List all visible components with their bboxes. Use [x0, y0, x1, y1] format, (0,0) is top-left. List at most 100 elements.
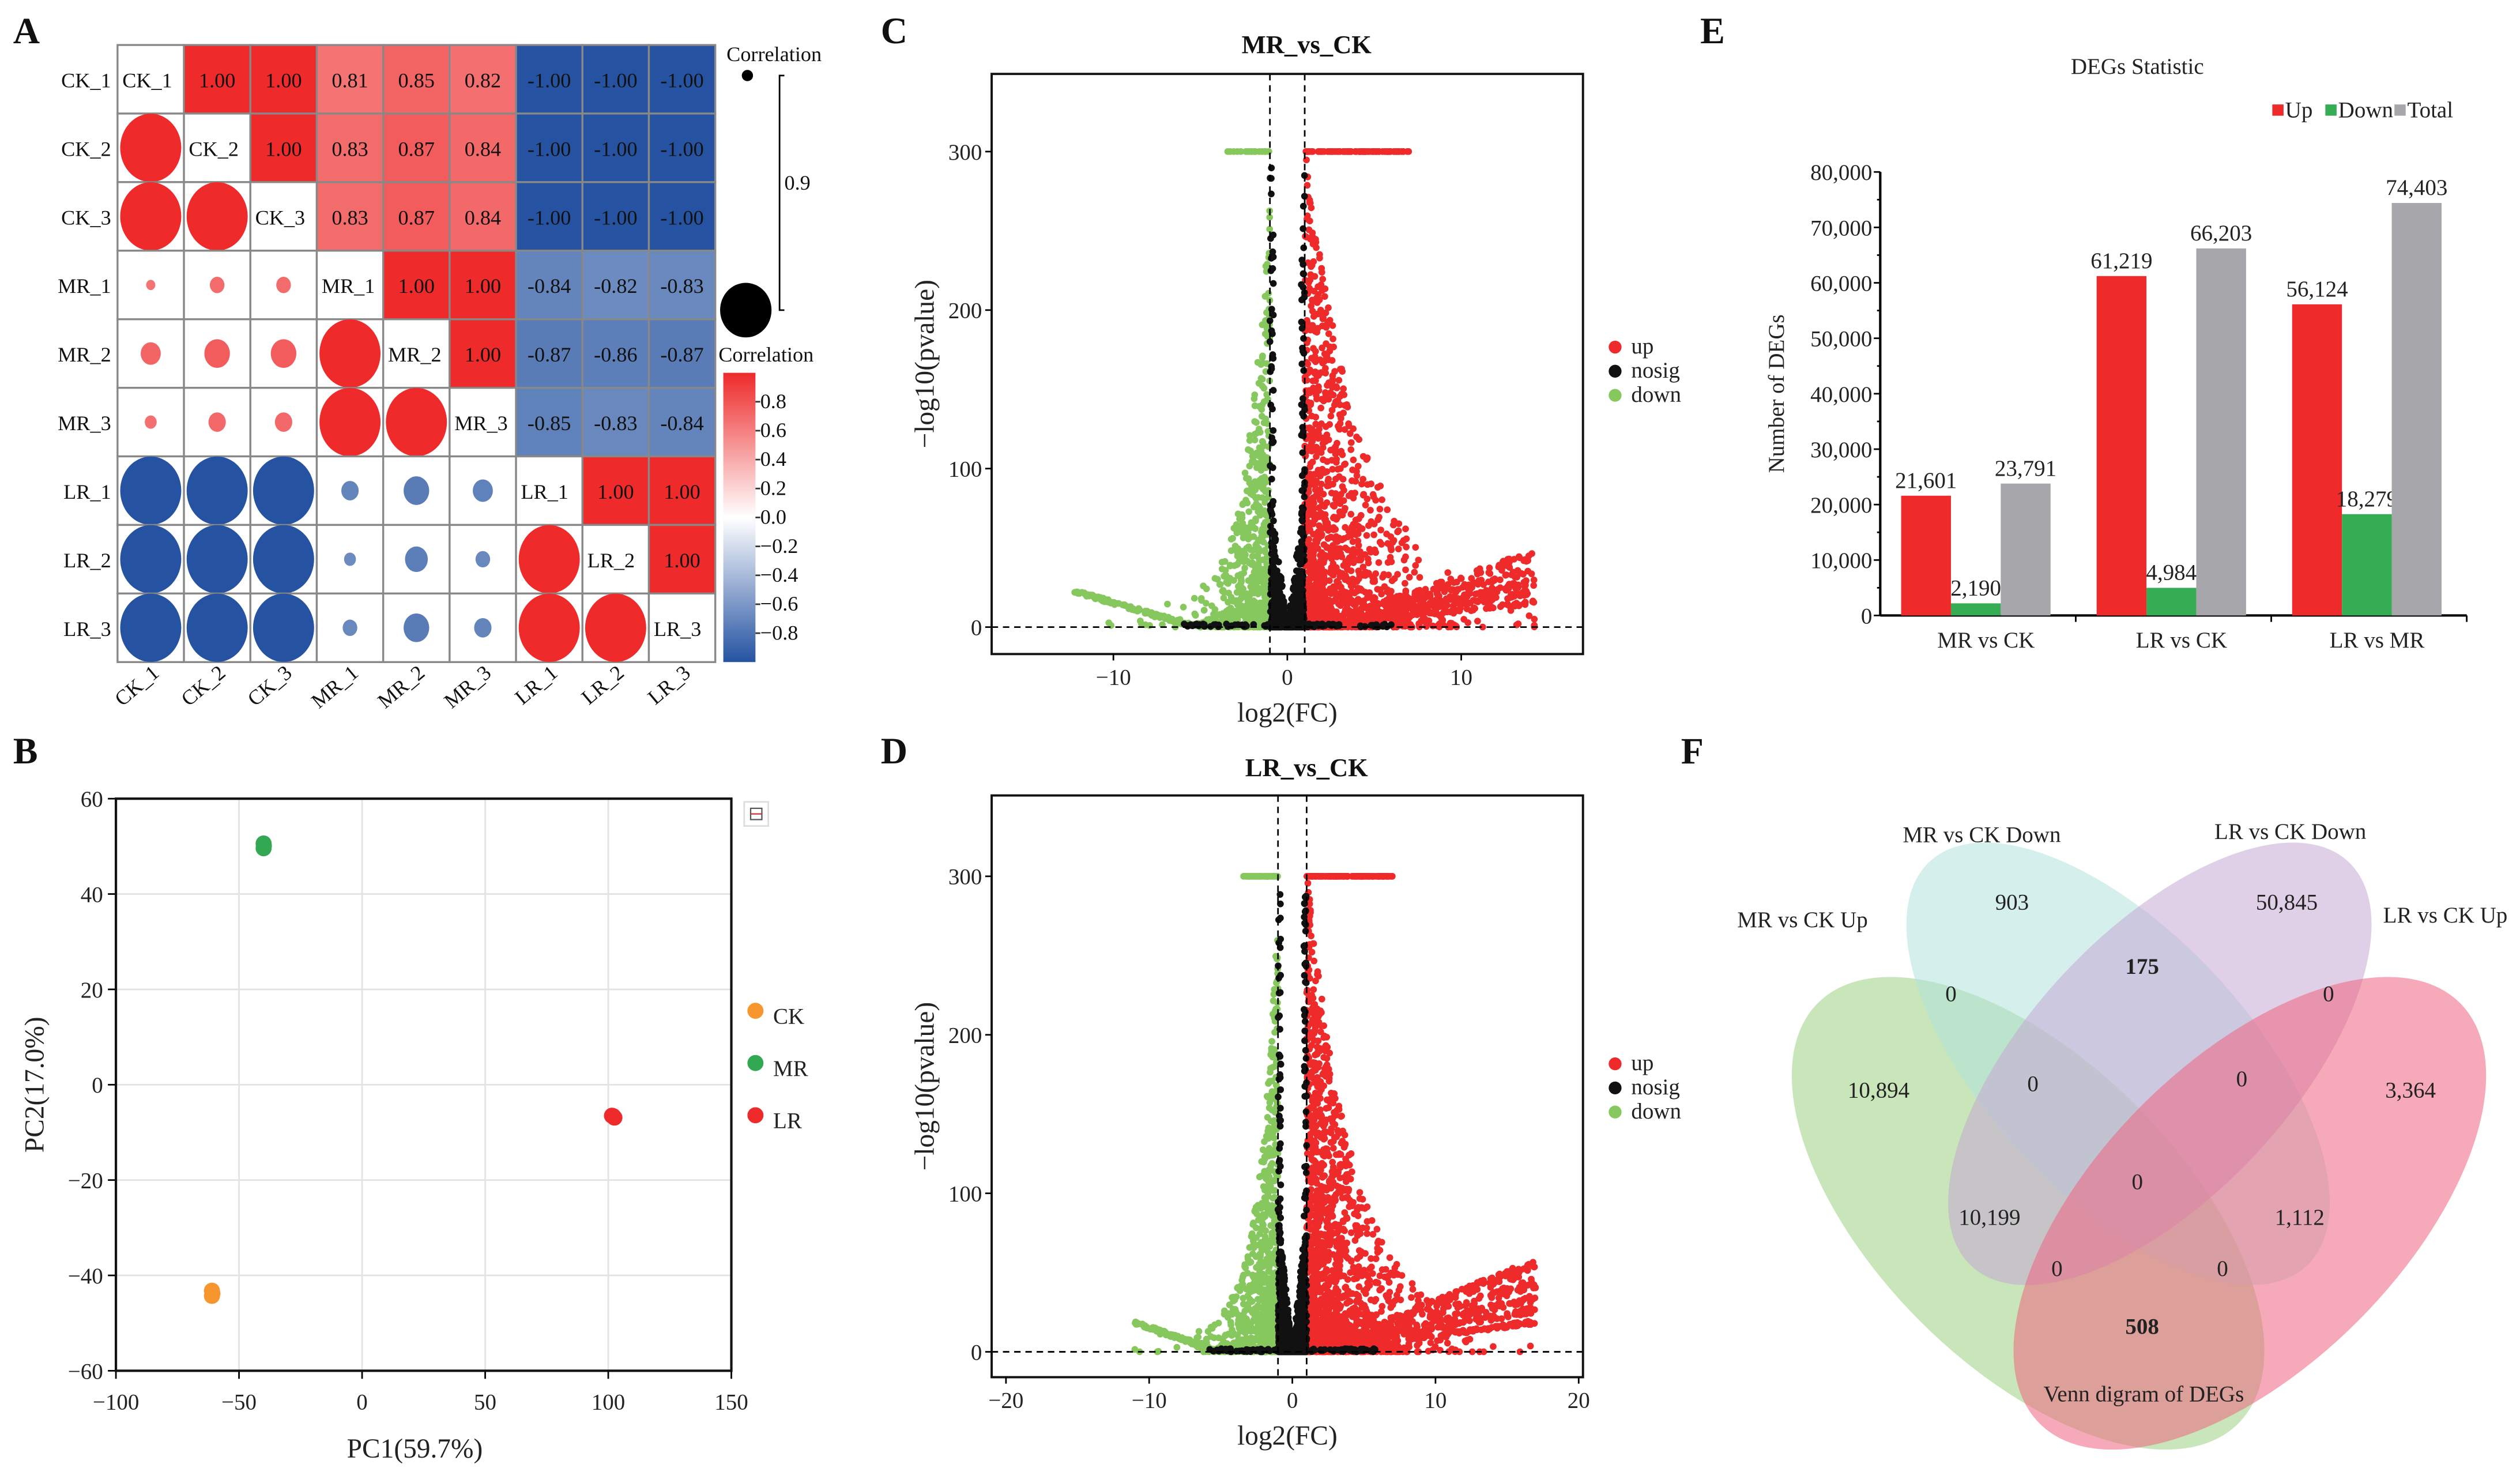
volcano-point-nosig: [1270, 427, 1277, 434]
volcano-point-up: [1340, 385, 1347, 393]
heatmap-cell: [515, 455, 583, 526]
y-tick-label: −40: [68, 1264, 103, 1289]
diagonal-label: CK_3: [255, 206, 306, 229]
volcano-point-up: [1345, 422, 1353, 430]
volcano-point-up: [1349, 575, 1357, 583]
cell-value: 1.00: [465, 274, 501, 298]
x-tick-label: 0: [1282, 665, 1293, 690]
volcano-point-up: [1314, 283, 1321, 291]
row-label: CK_2: [61, 137, 111, 160]
volcano-point-up: [1338, 491, 1344, 498]
volcano-point-up: [1406, 598, 1412, 606]
volcano-point-nosig: [1279, 582, 1286, 589]
volcano-point-up: [1376, 506, 1384, 513]
volcano-point-up: [1384, 540, 1391, 547]
heatmap-cell: [647, 524, 717, 595]
volcano-point-up: [1442, 586, 1449, 593]
volcano-point-up: [1371, 578, 1378, 585]
volcano-point-up: [1345, 492, 1353, 499]
volcano-point-nosig: [1298, 540, 1306, 548]
volcano-point-up: [1312, 571, 1320, 579]
volcano-point-up: [1319, 344, 1325, 352]
volcano-point-up: [1461, 591, 1468, 598]
volcano-point-down: [1261, 602, 1269, 609]
volcano-point-down: [1261, 293, 1269, 300]
volcano-point-up: [1308, 261, 1315, 268]
volcano-point-up: [1309, 458, 1316, 466]
volcano-point-up: [1402, 525, 1409, 533]
volcano-point-up: [1436, 612, 1442, 619]
volcano-point-up: [1317, 404, 1324, 412]
cell-value: -1.00: [660, 137, 703, 160]
size-legend-title: Correlation: [726, 43, 822, 66]
volcano-point-up: [1312, 420, 1320, 428]
volcano-point-up: [1362, 572, 1369, 579]
volcano-point-up: [1311, 370, 1319, 377]
volcano-point-up: [1314, 435, 1322, 442]
volcano-point-up: [1311, 353, 1319, 360]
correlation-circle: [120, 182, 182, 251]
table-view-icon[interactable]: [743, 801, 770, 827]
volcano-point-up: [1486, 564, 1493, 571]
volcano-point-up: [1315, 504, 1323, 511]
column-label: CK_3: [243, 661, 296, 710]
volcano-point-nosig: [1272, 573, 1279, 580]
volcano-point-up: [1304, 212, 1311, 220]
volcano-point-up: [1354, 462, 1362, 470]
volcano-point-up: [1342, 460, 1349, 468]
volcano-point-up: [1350, 616, 1358, 623]
volcano-point-down: [1246, 437, 1253, 444]
volcano-point-up: [1355, 542, 1362, 549]
volcano-point-nosig: [1299, 505, 1307, 513]
volcano-point-up: [1340, 616, 1347, 624]
volcano-point-up: [1458, 600, 1465, 608]
row-label: CK_3: [61, 206, 111, 229]
row-label: LR_2: [63, 549, 111, 572]
volcano-point-up: [1352, 601, 1359, 608]
correlation-circle: [186, 525, 248, 594]
correlation-circle: [253, 525, 314, 594]
volcano-point-down: [1235, 601, 1242, 609]
volcano-point-up: [1448, 593, 1455, 600]
volcano-point-up: [1308, 302, 1314, 310]
volcano-point-up: [1372, 496, 1380, 504]
volcano-point-down: [1226, 614, 1233, 621]
column-label: LR_1: [511, 661, 562, 709]
volcano-point-nosig: [1300, 335, 1307, 342]
x-axis-label: PC1(59.7%): [347, 1434, 483, 1464]
volcano-point-nosig: [1300, 244, 1308, 251]
volcano-point-up: [1335, 377, 1343, 384]
correlation-circle: [186, 182, 248, 251]
correlation-circle: [404, 613, 430, 642]
volcano-point-up: [1327, 607, 1334, 614]
volcano-point-up: [1403, 543, 1410, 551]
volcano-point-down: [1252, 568, 1260, 575]
y-tick-label: 200: [948, 299, 982, 323]
volcano-point-down: [1260, 532, 1267, 540]
volcano-point-up: [1325, 330, 1332, 337]
volcano-point-up: [1362, 502, 1369, 509]
volcano-point-up: [1499, 601, 1506, 608]
heatmap-cell: [515, 112, 583, 183]
volcano-point-up: [1347, 439, 1355, 446]
column-label: MR_3: [440, 661, 496, 713]
volcano-point-up: [1373, 148, 1380, 155]
volcano-point-nosig: [1299, 202, 1307, 210]
correlation-circle: [120, 114, 182, 182]
volcano-point-up: [1421, 615, 1429, 622]
volcano-point-up: [1308, 204, 1315, 212]
heatmap-cell: [647, 386, 717, 458]
volcano-point-up: [1315, 383, 1322, 390]
volcano-point-nosig: [1289, 604, 1297, 611]
correlation-circle: [208, 412, 226, 432]
volcano-point-down: [1071, 589, 1078, 596]
volcano-point-up: [1309, 322, 1316, 329]
volcano-point-up: [1528, 550, 1535, 558]
volcano-point-nosig: [1269, 439, 1276, 446]
volcano-point-up: [1378, 1308, 1385, 1315]
volcano-point-up: [1354, 585, 1362, 592]
volcano-point-down: [1227, 148, 1234, 155]
volcano-point-up: [1391, 610, 1398, 618]
volcano-point-up: [1463, 605, 1471, 612]
volcano-point-up: [1433, 579, 1440, 587]
